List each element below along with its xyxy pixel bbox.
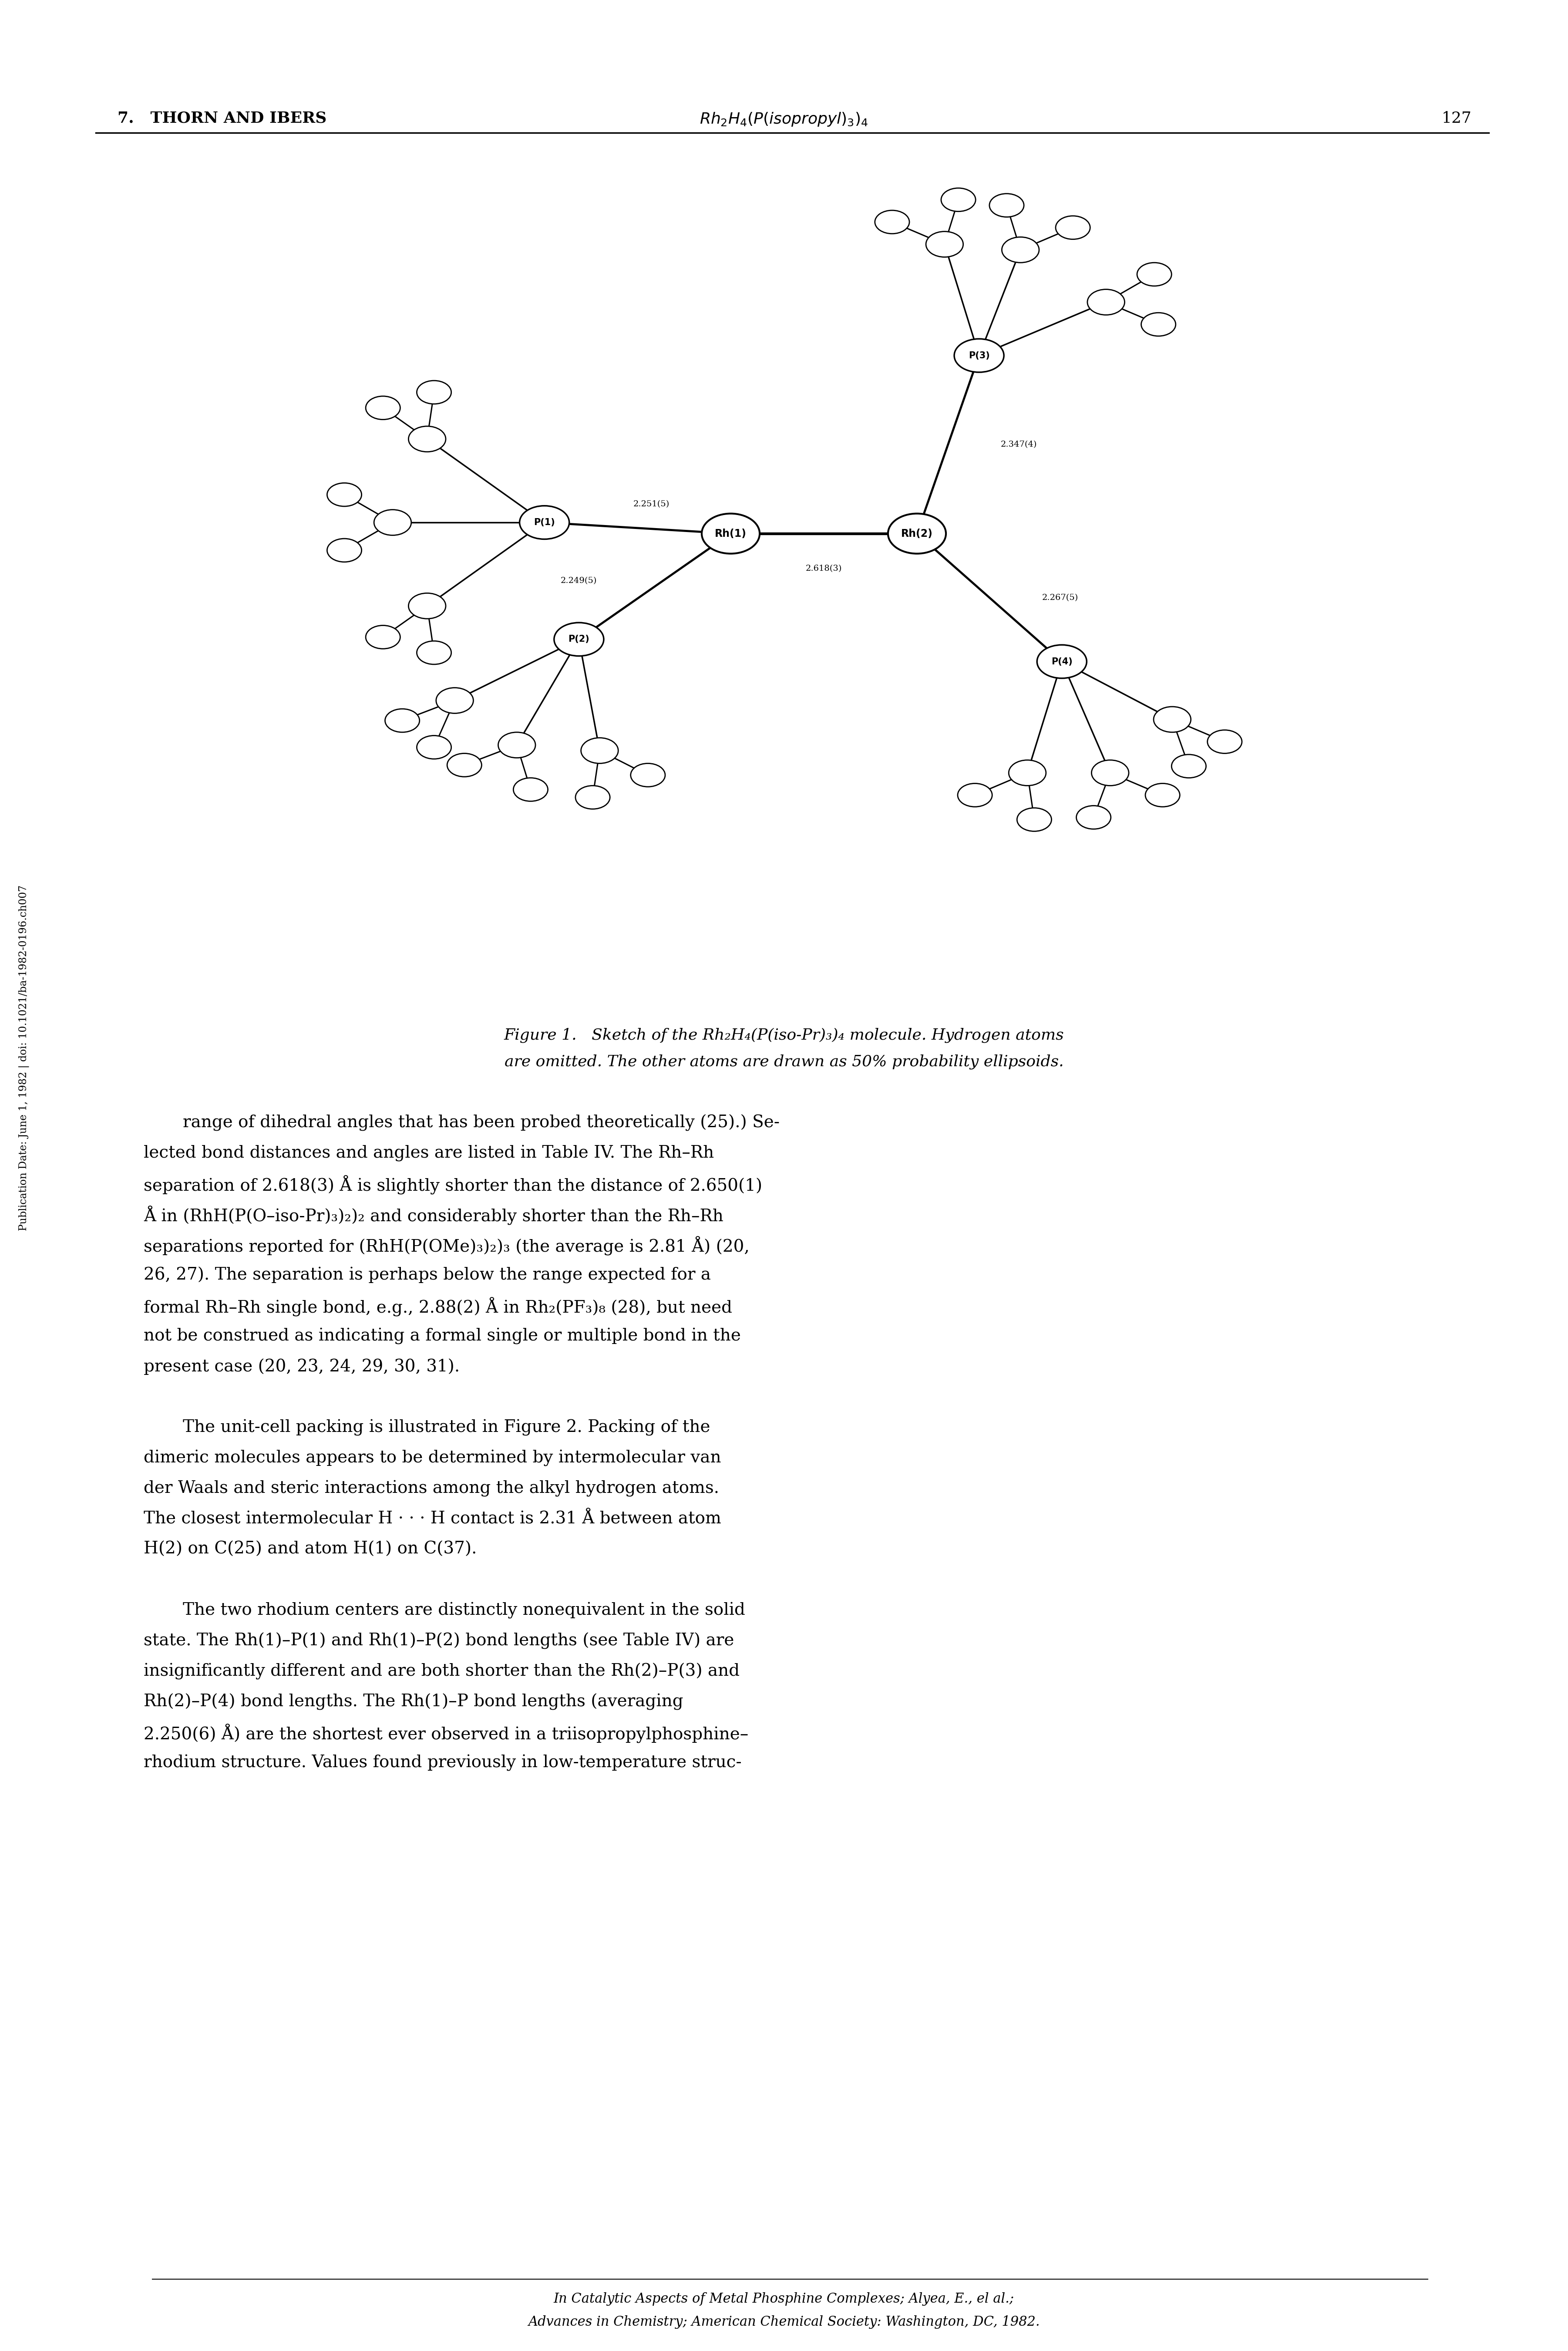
- Text: separations reported for (RhH(P(OMe)₃)₂)₃ (the average is 2.81 Å) (20,: separations reported for (RhH(P(OMe)₃)₂)…: [144, 1237, 750, 1255]
- Text: 2.251(5): 2.251(5): [633, 501, 670, 508]
- Text: Rh(2): Rh(2): [902, 529, 933, 538]
- Ellipse shape: [409, 592, 445, 618]
- Ellipse shape: [958, 783, 993, 806]
- Ellipse shape: [409, 426, 445, 451]
- Ellipse shape: [519, 505, 569, 538]
- Text: present case (20, 23, 24, 29, 30, 31).: present case (20, 23, 24, 29, 30, 31).: [144, 1359, 459, 1375]
- Ellipse shape: [447, 752, 481, 776]
- Ellipse shape: [1137, 263, 1171, 287]
- Text: P(3): P(3): [969, 350, 989, 360]
- Ellipse shape: [1076, 806, 1110, 830]
- Ellipse shape: [1154, 708, 1190, 731]
- Text: insignificantly different and are both shorter than the Rh(2)–P(3) and: insignificantly different and are both s…: [144, 1662, 740, 1681]
- Text: The closest intermolecular H · · · H contact is 2.31 Å between atom: The closest intermolecular H · · · H con…: [144, 1512, 721, 1526]
- Ellipse shape: [1207, 731, 1242, 752]
- Text: Figure 1.   Sketch of the Rh₂H₄(P(iso-Pr)₃)₄ molecule. Hydrogen atoms: Figure 1. Sketch of the Rh₂H₄(P(iso-Pr)₃…: [503, 1027, 1065, 1041]
- Ellipse shape: [1142, 313, 1176, 336]
- Text: 7.   THORN AND IBERS: 7. THORN AND IBERS: [118, 110, 326, 127]
- Text: P(4): P(4): [1051, 658, 1073, 665]
- Ellipse shape: [365, 397, 400, 418]
- Ellipse shape: [1018, 809, 1052, 832]
- Ellipse shape: [1145, 783, 1179, 806]
- Ellipse shape: [417, 381, 452, 404]
- Text: 2.249(5): 2.249(5): [560, 576, 597, 585]
- Text: rhodium structure. Values found previously in low-temperature struc-: rhodium structure. Values found previous…: [144, 1754, 742, 1770]
- Text: Å in (RhH(P(O–iso-Pr)₃)₂)₂ and considerably shorter than the Rh–Rh: Å in (RhH(P(O–iso-Pr)₃)₂)₂ and considera…: [144, 1206, 723, 1225]
- Text: P(2): P(2): [568, 635, 590, 644]
- Ellipse shape: [417, 736, 452, 759]
- Text: H(2) on C(25) and atom H(1) on C(37).: H(2) on C(25) and atom H(1) on C(37).: [144, 1542, 477, 1556]
- Text: are omitted. The other atoms are drawn as 50% probability ellipsoids.: are omitted. The other atoms are drawn a…: [505, 1056, 1063, 1070]
- Ellipse shape: [575, 785, 610, 809]
- Text: 26, 27). The separation is perhaps below the range expected for a: 26, 27). The separation is perhaps below…: [144, 1267, 710, 1284]
- Ellipse shape: [630, 764, 665, 788]
- Text: The two rhodium centers are distinctly nonequivalent in the solid: The two rhodium centers are distinctly n…: [183, 1601, 745, 1620]
- Text: In Catalytic Aspects of Metal Phosphine Complexes; Alyea, E., el al.;: In Catalytic Aspects of Metal Phosphine …: [554, 2292, 1014, 2306]
- Ellipse shape: [1171, 755, 1206, 778]
- Text: 127: 127: [1441, 110, 1471, 127]
- Ellipse shape: [328, 482, 362, 505]
- Ellipse shape: [875, 209, 909, 233]
- Ellipse shape: [328, 538, 362, 562]
- Text: 2.347(4): 2.347(4): [1000, 440, 1036, 449]
- Text: 2.618(3): 2.618(3): [806, 564, 842, 574]
- Text: not be construed as indicating a formal single or multiple bond in the: not be construed as indicating a formal …: [144, 1328, 740, 1345]
- Text: dimeric molecules appears to be determined by intermolecular van: dimeric molecules appears to be determin…: [144, 1451, 721, 1467]
- Text: range of dihedral angles that has been probed theoretically (25).) Se-: range of dihedral angles that has been p…: [183, 1114, 779, 1131]
- Ellipse shape: [955, 339, 1004, 371]
- Text: Advances in Chemistry; American Chemical Society: Washington, DC, 1982.: Advances in Chemistry; American Chemical…: [528, 2316, 1040, 2330]
- Ellipse shape: [1036, 644, 1087, 679]
- Ellipse shape: [702, 513, 759, 552]
- Ellipse shape: [365, 625, 400, 649]
- Ellipse shape: [582, 738, 618, 764]
- Text: Rh(1): Rh(1): [715, 529, 746, 538]
- Text: Rh(2)–P(4) bond lengths. The Rh(1)–P bond lengths (averaging: Rh(2)–P(4) bond lengths. The Rh(1)–P bon…: [144, 1693, 684, 1709]
- Text: The unit-cell packing is illustrated in Figure 2. Packing of the: The unit-cell packing is illustrated in …: [183, 1420, 710, 1436]
- Text: 2.250(6) Å) are the shortest ever observed in a triisopropylphosphine–: 2.250(6) Å) are the shortest ever observ…: [144, 1723, 748, 1744]
- Ellipse shape: [1091, 759, 1129, 785]
- Ellipse shape: [927, 230, 963, 256]
- Ellipse shape: [941, 188, 975, 212]
- Ellipse shape: [436, 689, 474, 712]
- Ellipse shape: [1008, 759, 1046, 785]
- Ellipse shape: [1087, 289, 1124, 315]
- Ellipse shape: [417, 642, 452, 665]
- Ellipse shape: [1055, 216, 1090, 240]
- Text: formal Rh–Rh single bond, e.g., 2.88(2) Å in Rh₂(PF₃)₈ (28), but need: formal Rh–Rh single bond, e.g., 2.88(2) …: [144, 1298, 732, 1317]
- Ellipse shape: [887, 513, 946, 552]
- Ellipse shape: [375, 510, 411, 536]
- Text: $Rh_2H_4(P(isopropyl)_3)_4$: $Rh_2H_4(P(isopropyl)_3)_4$: [699, 110, 869, 127]
- Text: lected bond distances and angles are listed in Table IV. The Rh–Rh: lected bond distances and angles are lis…: [144, 1145, 713, 1161]
- Ellipse shape: [989, 193, 1024, 216]
- Text: 2.267(5): 2.267(5): [1041, 595, 1079, 602]
- Text: state. The Rh(1)–P(1) and Rh(1)–P(2) bond lengths (see Table IV) are: state. The Rh(1)–P(1) and Rh(1)–P(2) bon…: [144, 1632, 734, 1650]
- Text: der Waals and steric interactions among the alkyl hydrogen atoms.: der Waals and steric interactions among …: [144, 1481, 720, 1498]
- Ellipse shape: [513, 778, 547, 802]
- Ellipse shape: [554, 623, 604, 656]
- Text: separation of 2.618(3) Å is slightly shorter than the distance of 2.650(1): separation of 2.618(3) Å is slightly sho…: [144, 1176, 762, 1194]
- Text: Publication Date: June 1, 1982 | doi: 10.1021/ba-1982-0196.ch007: Publication Date: June 1, 1982 | doi: 10…: [19, 884, 30, 1232]
- Text: P(1): P(1): [533, 517, 555, 527]
- Ellipse shape: [499, 731, 535, 757]
- Ellipse shape: [1002, 237, 1040, 263]
- Ellipse shape: [386, 710, 420, 731]
